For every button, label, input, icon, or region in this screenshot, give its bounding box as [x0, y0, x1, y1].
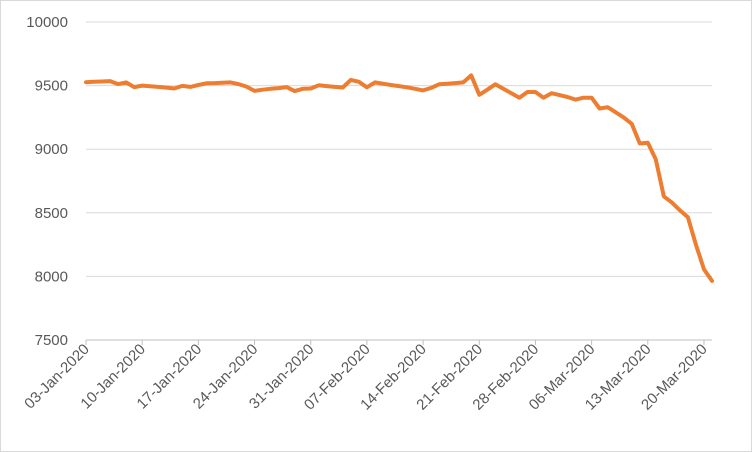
y-tick-label: 8000 — [35, 268, 68, 285]
y-tick-label: 8500 — [35, 205, 68, 222]
y-tick-label: 9000 — [35, 141, 68, 158]
x-axis-ticks: 03-Jan-202010-Jan-202017-Jan-202024-Jan-… — [21, 340, 711, 414]
y-tick-label: 7500 — [35, 332, 68, 349]
gridlines — [86, 21, 712, 341]
y-axis-ticks: 7500 8000 8500 9000 9500 10000 — [26, 14, 68, 349]
series-group — [84, 73, 714, 283]
y-tick-label: 10000 — [26, 14, 68, 31]
y-tick-label: 9500 — [35, 78, 68, 95]
series-line — [84, 73, 714, 283]
